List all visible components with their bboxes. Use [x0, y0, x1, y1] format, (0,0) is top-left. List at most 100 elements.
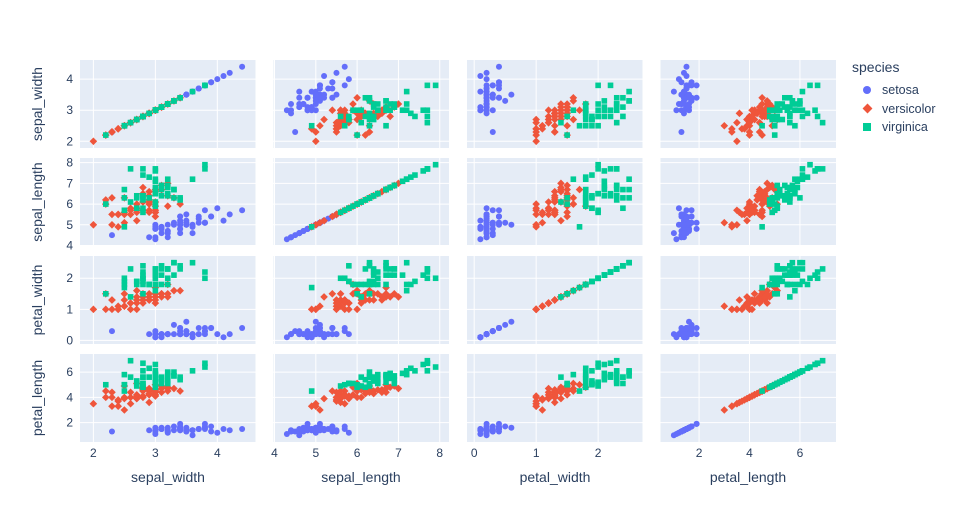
marker-diamond — [114, 125, 122, 133]
marker-circle — [296, 230, 303, 237]
marker-circle — [239, 207, 246, 214]
marker-circle — [321, 94, 328, 101]
points-setosa-sepal_length-vs-petal_length — [670, 205, 700, 243]
marker-square — [370, 101, 377, 107]
marker-square — [158, 281, 165, 288]
marker-square — [774, 281, 781, 288]
marker-square — [779, 116, 786, 123]
marker-square — [789, 373, 796, 379]
marker-circle — [288, 101, 295, 107]
marker-diamond — [145, 289, 153, 298]
legend-title: species — [852, 59, 900, 75]
marker-circle — [158, 223, 165, 230]
marker-square — [152, 275, 159, 282]
marker-square — [403, 281, 410, 288]
x-axis-title-sepal-width: sepal_width — [131, 469, 205, 485]
marker-square — [420, 272, 427, 278]
marker-square — [613, 94, 620, 101]
marker-square — [140, 263, 146, 269]
marker-square — [589, 113, 595, 120]
marker-square — [613, 186, 620, 193]
marker-square — [589, 195, 595, 201]
marker-square — [158, 182, 165, 189]
marker-diamond — [569, 379, 578, 388]
marker-square — [432, 275, 439, 282]
marker-circle — [341, 82, 348, 89]
marker-square — [140, 368, 146, 374]
marker-diamond — [114, 402, 122, 411]
marker-square — [792, 281, 798, 288]
marker-circle — [177, 324, 184, 331]
marker-diamond — [768, 181, 776, 190]
marker-square — [412, 368, 418, 374]
marker-diamond — [557, 112, 565, 121]
circle-marker-icon — [852, 86, 882, 95]
marker-circle — [477, 334, 484, 341]
marker-square — [613, 104, 620, 110]
marker-square — [558, 294, 564, 300]
marker-square — [146, 195, 152, 201]
marker-square — [589, 278, 595, 285]
marker-square — [601, 182, 608, 189]
marker-square — [582, 113, 589, 120]
marker-square — [576, 284, 583, 291]
marker-diamond — [550, 121, 559, 130]
marker-square — [189, 88, 196, 95]
marker-diamond — [532, 392, 540, 400]
marker-circle — [341, 423, 348, 430]
gridlines — [467, 256, 643, 344]
marker-square — [403, 287, 410, 294]
marker-diamond — [126, 299, 135, 307]
marker-diamond — [361, 131, 370, 139]
marker-square — [782, 272, 788, 278]
marker-square — [102, 290, 109, 297]
x-axis-title-petal-length: petal_length — [709, 469, 787, 485]
points-setosa-petal_width-vs-petal_width — [477, 318, 515, 341]
marker-diamond — [132, 216, 141, 225]
marker-square — [613, 197, 620, 203]
marker-square — [558, 374, 564, 380]
marker-square — [576, 122, 583, 129]
marker-square — [383, 98, 389, 104]
marker-diamond — [316, 121, 324, 130]
marker-square — [582, 369, 589, 375]
marker-square — [158, 192, 165, 199]
marker-diamond — [108, 220, 116, 229]
marker-square — [403, 176, 410, 183]
marker-square — [358, 383, 365, 389]
marker-circle — [680, 97, 687, 104]
legend-item-virginica[interactable]: virginica — [852, 118, 936, 137]
marker-diamond — [126, 204, 135, 213]
marker-diamond — [114, 210, 122, 219]
marker-diamond — [569, 115, 578, 124]
marker-circle — [693, 331, 700, 338]
marker-square — [626, 176, 632, 183]
legend-item-versicolor[interactable]: versicolor — [852, 100, 936, 119]
marker-square — [152, 384, 159, 391]
legend-item-setosa[interactable]: setosa — [852, 81, 936, 100]
marker-circle — [208, 423, 215, 430]
marker-diamond — [145, 187, 153, 196]
marker-circle — [341, 328, 348, 335]
marker-square — [366, 263, 373, 269]
marker-square — [424, 107, 431, 114]
y-tick-label: 1 — [66, 302, 73, 316]
marker-square — [424, 360, 431, 367]
marker-square — [595, 82, 601, 89]
marker-circle — [483, 230, 490, 237]
marker-diamond — [557, 216, 565, 225]
marker-diamond — [544, 106, 553, 115]
marker-circle — [670, 230, 677, 237]
marker-square — [164, 184, 171, 191]
marker-square — [121, 195, 128, 201]
marker-circle — [146, 427, 153, 434]
marker-square — [146, 174, 152, 180]
marker-square — [158, 266, 165, 272]
marker-circle — [239, 324, 246, 331]
marker-square — [774, 263, 781, 269]
marker-diamond — [108, 388, 116, 397]
points-setosa-sepal_width-vs-sepal_length — [283, 63, 352, 135]
marker-square — [146, 110, 152, 117]
marker-circle — [239, 63, 246, 70]
points-virginica-petal_width-vs-sepal_width — [102, 259, 208, 300]
